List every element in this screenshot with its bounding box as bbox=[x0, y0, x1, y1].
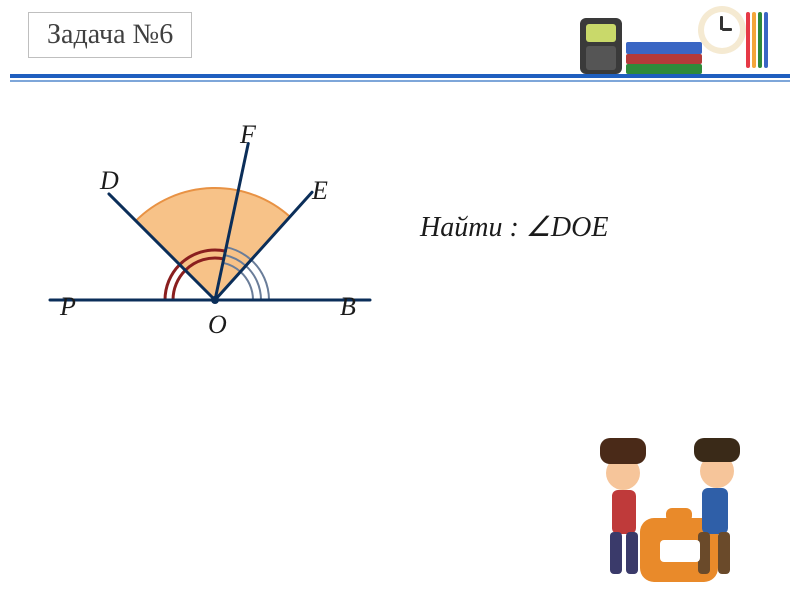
find-angle-name: DOE bbox=[551, 212, 609, 243]
angle-symbol-icon: ∠ bbox=[526, 212, 551, 243]
label-F: F bbox=[240, 120, 256, 150]
label-D: D bbox=[100, 166, 119, 196]
label-E: E bbox=[312, 176, 328, 206]
problem-title-box: Задача №6 bbox=[28, 12, 192, 58]
school-supplies-icon bbox=[580, 0, 770, 85]
find-prompt: Найти : ∠DOE bbox=[420, 210, 608, 244]
label-P: P bbox=[60, 292, 76, 322]
label-O: O bbox=[208, 310, 227, 340]
find-prefix: Найти : bbox=[420, 212, 526, 243]
label-B: B bbox=[340, 292, 356, 322]
problem-title: Задача №6 bbox=[47, 19, 173, 50]
kids-with-backpack-icon bbox=[570, 420, 770, 590]
